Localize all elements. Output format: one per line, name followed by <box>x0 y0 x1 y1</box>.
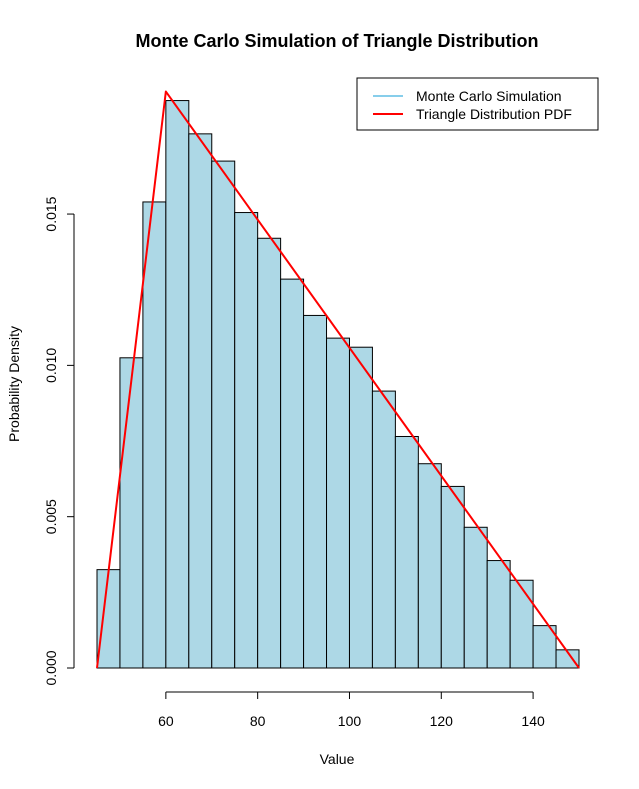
y-tick-label: 0.005 <box>43 499 59 534</box>
x-tick-label: 140 <box>521 713 545 729</box>
histogram-bar <box>463 526 488 669</box>
histogram-bar <box>119 357 144 669</box>
histogram-bar <box>509 579 534 669</box>
histogram-bar <box>486 560 511 669</box>
y-axis: 0.000 0.005 0.010 0.015 <box>43 196 75 686</box>
histogram-bar <box>165 100 190 669</box>
y-tick-label: 0.015 <box>43 196 59 231</box>
histogram-bar <box>211 160 236 669</box>
pdf-line <box>96 90 580 669</box>
legend-label-pdf: Triangle Distribution PDF <box>416 106 572 122</box>
y-axis-label: Probability Density <box>6 326 22 442</box>
legend-box <box>356 77 599 131</box>
histogram-bar <box>440 485 465 669</box>
x-axis-label: Value <box>320 751 355 767</box>
chart-title: Monte Carlo Simulation of Triangle Distr… <box>135 31 538 51</box>
pdf-line-group <box>96 90 580 669</box>
x-tick-label: 60 <box>158 713 174 729</box>
histogram-bar <box>417 463 442 669</box>
histogram-bar <box>348 346 373 669</box>
histogram-bar <box>142 201 167 669</box>
y-tick-label: 0.010 <box>43 348 59 383</box>
histogram-bar <box>532 625 557 669</box>
histogram-bar <box>303 314 328 669</box>
histogram-bar <box>555 649 580 669</box>
histogram-bar <box>371 390 396 669</box>
histogram-bar <box>188 133 213 669</box>
histogram-bar <box>326 337 350 669</box>
x-axis: 60 80 100 120 140 <box>158 691 545 729</box>
histogram-bar <box>280 278 305 669</box>
x-tick-label: 100 <box>338 713 362 729</box>
histogram-bar <box>96 569 121 669</box>
histogram-bar <box>234 212 259 669</box>
x-tick-label: 120 <box>430 713 454 729</box>
legend-label-simulation: Monte Carlo Simulation <box>416 88 562 104</box>
histogram-bar <box>394 435 419 669</box>
histogram-bar <box>257 237 282 669</box>
x-tick-label: 80 <box>250 713 266 729</box>
y-tick-label: 0.000 <box>43 650 59 685</box>
legend: Monte Carlo Simulation Triangle Distribu… <box>356 77 599 131</box>
histogram-bars <box>96 100 580 669</box>
